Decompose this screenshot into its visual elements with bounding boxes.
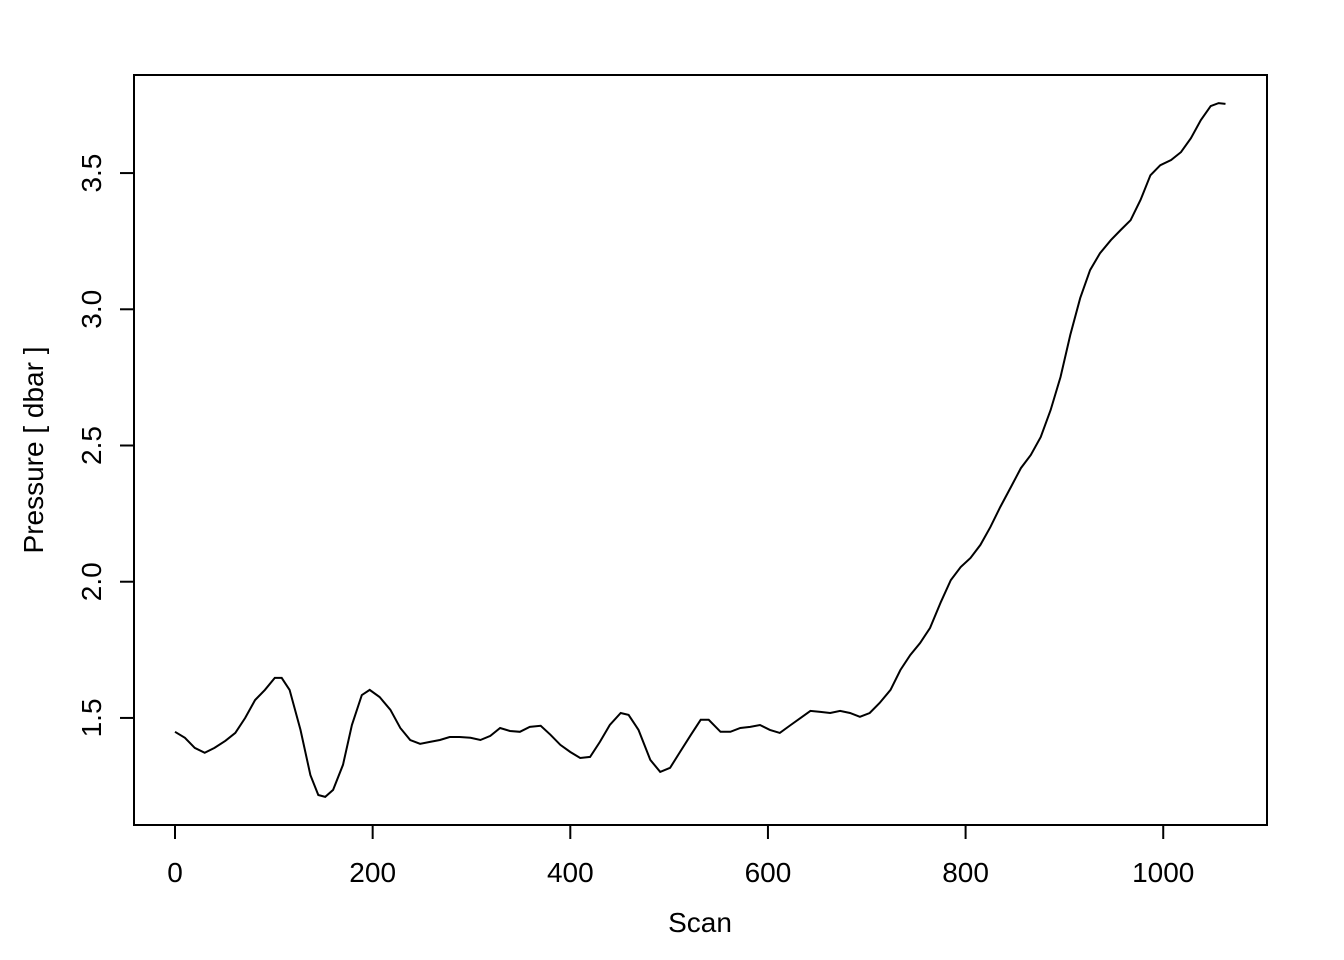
- plot-frame: [133, 74, 1268, 826]
- x-tick-label: 200: [349, 857, 396, 888]
- x-axis: 0 200 400 600 800 1000: [167, 824, 1194, 888]
- x-tick-label: 600: [745, 857, 792, 888]
- x-tick-label: 800: [942, 857, 989, 888]
- y-tick-label: 2.0: [76, 562, 107, 601]
- x-tick-label: 0: [167, 857, 183, 888]
- y-tick-label: 1.5: [76, 698, 107, 737]
- y-tick-label: 3.0: [76, 290, 107, 329]
- y-tick-label: 2.5: [76, 426, 107, 465]
- y-axis: 1.5 2.0 2.5 3.0 3.5: [76, 154, 135, 737]
- x-tick-label: 400: [547, 857, 594, 888]
- series-line: [174, 102, 1226, 799]
- y-tick-label: 3.5: [76, 154, 107, 193]
- y-axis-label: Pressure [ dbar ]: [18, 347, 49, 554]
- x-axis-label: Scan: [668, 907, 732, 938]
- x-tick-label: 1000: [1132, 857, 1194, 888]
